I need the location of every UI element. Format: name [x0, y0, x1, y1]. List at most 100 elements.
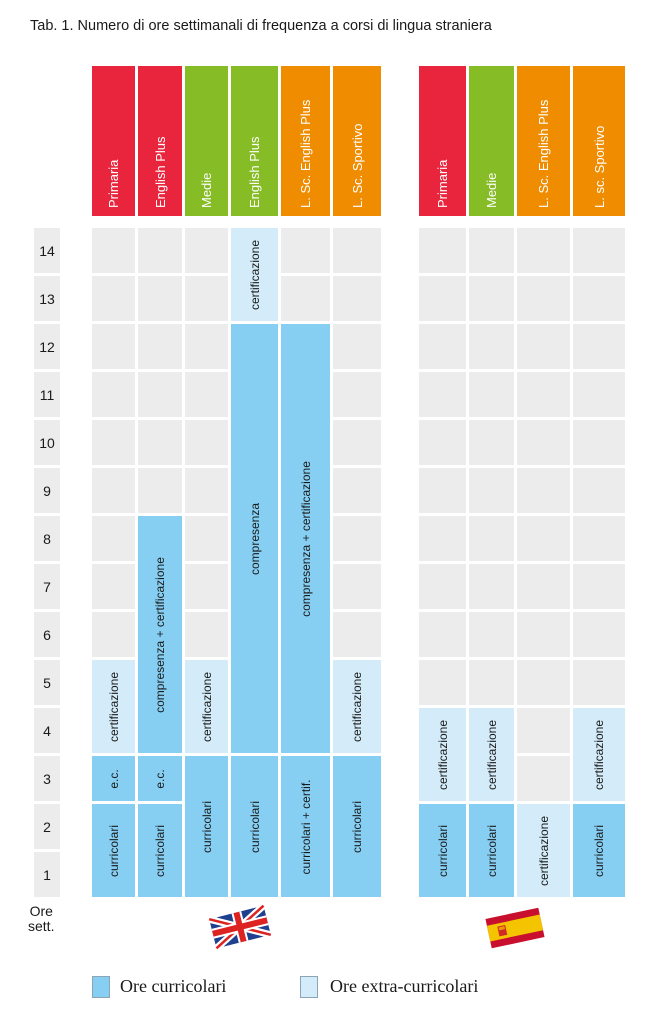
hour-label: 11 [34, 372, 60, 417]
empty-cell [185, 228, 228, 273]
column-header: L. Sc. English Plus [281, 66, 330, 216]
empty-cell [92, 516, 135, 561]
empty-cell [92, 372, 135, 417]
hour-label: 1 [34, 852, 60, 897]
extracurricular-hours-block: certificazione [573, 708, 625, 801]
empty-cell [419, 564, 466, 609]
empty-cell [469, 660, 514, 705]
curricular-hours-block: curricolari [231, 756, 278, 897]
column-header: Medie [185, 66, 228, 216]
column-header-label: English Plus [152, 136, 168, 208]
hour-label: 8 [34, 516, 60, 561]
column-header-label: Medie [199, 172, 214, 208]
extracurricular-hours-block: certificazione [469, 708, 514, 801]
empty-cell [333, 564, 381, 609]
block-label: compresenza [247, 502, 262, 575]
hour-label: 10 [34, 420, 60, 465]
hour-label: 5 [34, 660, 60, 705]
table-title: Tab. 1. Numero di ore settimanali di fre… [30, 18, 492, 34]
curricular-hours-block: compresenza [231, 324, 278, 753]
uk-flag-icon [208, 903, 272, 951]
block-label: curricolari [592, 824, 606, 877]
legend-curricular-swatch [92, 976, 110, 998]
empty-cell [419, 516, 466, 561]
hour-label: 14 [34, 228, 60, 273]
empty-cell [419, 372, 466, 417]
empty-cell [92, 420, 135, 465]
empty-cell [517, 276, 570, 321]
empty-cell [138, 372, 182, 417]
column-header: L. sc. Sportivo [573, 66, 625, 216]
empty-cell [469, 468, 514, 513]
legend-extracurricular-label: Ore extra-curricolari [330, 976, 479, 996]
block-label: certificazione [350, 671, 364, 742]
block-label: curricolari [435, 824, 450, 877]
column-header-label: Medie [484, 172, 499, 208]
empty-cell [517, 228, 570, 273]
curricular-hours-block: curricolari [573, 804, 625, 897]
empty-cell [573, 324, 625, 369]
empty-cell [92, 324, 135, 369]
block-label: curricolari [350, 800, 364, 853]
empty-cell [419, 228, 466, 273]
curricular-hours-block: compresenza + certificazione [281, 324, 330, 753]
spain-flag-icon [485, 907, 545, 949]
empty-cell [517, 612, 570, 657]
empty-cell [469, 276, 514, 321]
empty-cell [419, 612, 466, 657]
empty-cell [517, 708, 570, 753]
empty-cell [517, 468, 570, 513]
empty-cell [469, 372, 514, 417]
empty-cell [92, 276, 135, 321]
block-label: certificazione [247, 239, 262, 310]
empty-cell [517, 372, 570, 417]
empty-cell [517, 324, 570, 369]
empty-cell [573, 276, 625, 321]
empty-cell [185, 324, 228, 369]
block-label: e.c. [153, 768, 167, 789]
block-label: compresenza + certificazione [153, 556, 167, 713]
extracurricular-hours-block: certificazione [419, 708, 466, 801]
empty-cell [185, 420, 228, 465]
column-header-label: L. Sc. English Plus [536, 99, 551, 208]
column-header: English Plus [138, 66, 182, 216]
hour-label: 9 [34, 468, 60, 513]
block-label: certificazione [592, 719, 606, 790]
empty-cell [469, 516, 514, 561]
curricular-hours-block: curricolari [92, 804, 135, 897]
empty-cell [92, 612, 135, 657]
curricular-hours-block: curricolari [185, 756, 228, 897]
hour-label: 7 [34, 564, 60, 609]
empty-cell [138, 228, 182, 273]
empty-cell [138, 324, 182, 369]
curricular-hours-block: curricolari [333, 756, 381, 897]
empty-cell [517, 516, 570, 561]
curricular-hours-block: curricolari [138, 804, 182, 897]
empty-cell [573, 516, 625, 561]
empty-cell [419, 276, 466, 321]
block-label: certificazione [536, 815, 551, 886]
block-label: certificazione [435, 719, 450, 790]
block-label: certificazione [484, 719, 499, 790]
empty-cell [469, 420, 514, 465]
empty-cell [419, 468, 466, 513]
empty-cell [573, 612, 625, 657]
legend-curricular-label: Ore curricolari [120, 976, 227, 996]
empty-cell [185, 564, 228, 609]
empty-cell [517, 564, 570, 609]
curricular-hours-block: compresenza + certificazione [138, 516, 182, 753]
empty-cell [333, 516, 381, 561]
block-label: e.c. [106, 768, 121, 789]
block-label: curricolari [484, 824, 499, 877]
curricular-hours-block: e.c. [92, 756, 135, 801]
empty-cell [517, 420, 570, 465]
empty-cell [469, 612, 514, 657]
column-header-label: Primaria [106, 159, 121, 208]
column-header: Primaria [92, 66, 135, 216]
empty-cell [517, 660, 570, 705]
empty-cell [333, 228, 381, 273]
empty-cell [573, 564, 625, 609]
empty-cell [573, 420, 625, 465]
empty-cell [333, 420, 381, 465]
block-label: certificazione [199, 671, 214, 742]
